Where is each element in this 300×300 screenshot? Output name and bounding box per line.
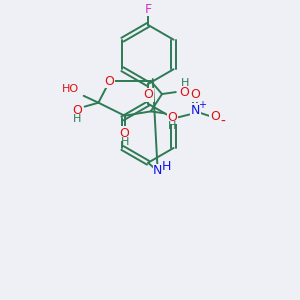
Text: HO: HO xyxy=(62,84,80,94)
Text: O: O xyxy=(143,88,153,101)
Text: O: O xyxy=(180,85,190,99)
Text: O: O xyxy=(105,74,115,88)
Text: N: N xyxy=(153,164,163,177)
Text: H: H xyxy=(168,121,177,131)
Text: F: F xyxy=(145,3,152,16)
Text: H: H xyxy=(73,114,81,124)
Text: O: O xyxy=(72,104,82,117)
Text: O: O xyxy=(167,111,177,124)
Text: H: H xyxy=(181,78,189,88)
Text: O: O xyxy=(190,88,200,101)
Text: +: + xyxy=(198,100,206,110)
Text: N: N xyxy=(190,104,200,117)
Text: H: H xyxy=(162,160,171,173)
Text: -: - xyxy=(220,114,225,128)
Text: H: H xyxy=(120,137,129,147)
Text: O: O xyxy=(210,110,220,123)
Text: O: O xyxy=(120,127,130,140)
